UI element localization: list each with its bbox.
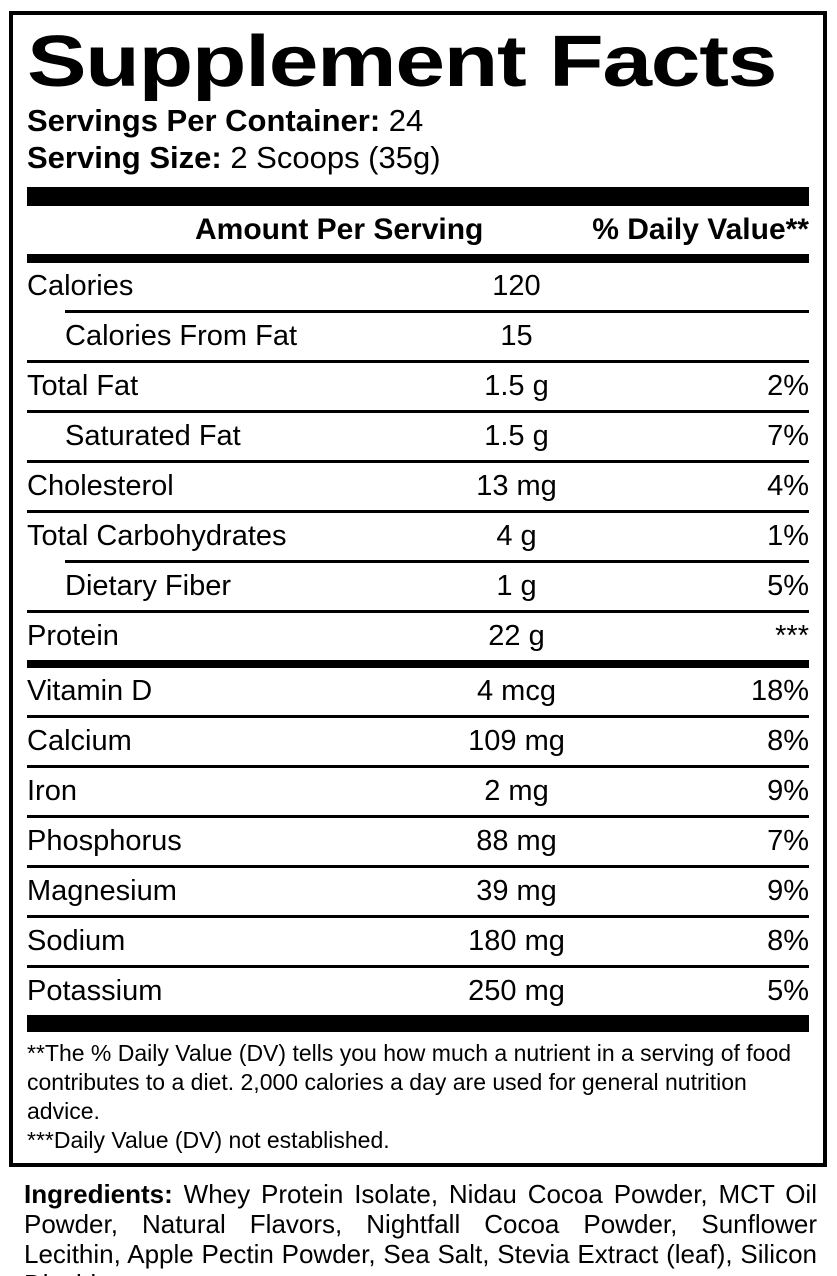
table-row: Protein 22 g ***: [27, 613, 809, 660]
row-separator: [27, 460, 809, 463]
nutrient-name: Saturated Fat: [65, 420, 241, 452]
row-separator: [65, 560, 809, 563]
footnotes: **The % Daily Value (DV) tells you how m…: [27, 1039, 809, 1155]
table-row: Phosphorus 88 mg 7%: [27, 818, 809, 865]
table-row: Total Fat 1.5 g 2%: [27, 363, 809, 410]
nutrient-name: Potassium: [27, 975, 163, 1007]
nutrient-name: Iron: [27, 775, 77, 807]
nutrient-dv: ***: [775, 620, 809, 652]
serving-size-value: 2 Scoops (35g): [230, 140, 441, 175]
nutrient-amount: 1.5 g: [484, 420, 549, 452]
table-row: Sodium 180 mg 8%: [27, 918, 809, 965]
nutrient-dv: 1%: [767, 520, 809, 552]
nutrient-amount: 15: [500, 320, 533, 352]
serving-size-line: Serving Size: 2 Scoops (35g): [27, 139, 809, 176]
servings-per-container-value: 24: [388, 103, 424, 138]
row-separator: [27, 965, 809, 968]
nutrient-name: Protein: [27, 620, 119, 652]
nutrient-dv: 2%: [767, 370, 809, 402]
nutrient-amount: 4 mcg: [477, 675, 556, 707]
row-separator: [27, 715, 809, 718]
nutrient-amount: 4 g: [496, 520, 537, 552]
supplement-facts-panel: Supplement Facts Servings Per Container:…: [9, 11, 827, 1167]
ingredients-text: Whey Protein Isolate, Nidau Cocoa Powder…: [24, 1179, 817, 1276]
nutrient-name: Calories: [27, 270, 134, 302]
panel-title-wrap: Supplement Facts: [27, 15, 809, 102]
nutrient-dv: 7%: [767, 420, 809, 452]
nutrient-name: Sodium: [27, 925, 126, 957]
table-row: Dietary Fiber 1 g 5%: [27, 563, 809, 610]
table-row: Saturated Fat 1.5 g 7%: [27, 413, 809, 460]
not-established-footnote: ***Daily Value (DV) not established.: [27, 1127, 390, 1153]
nutrient-amount: 13 mg: [476, 470, 557, 502]
table-row: Calories From Fat 15: [27, 313, 809, 360]
daily-value-footnote: **The % Daily Value (DV) tells you how m…: [27, 1040, 792, 1124]
table-row: Iron 2 mg 9%: [27, 768, 809, 815]
table-header-row: Amount Per Serving % Daily Value**: [27, 206, 809, 254]
row-separator: [27, 660, 809, 668]
table-row: Potassium 250 mg 5%: [27, 968, 809, 1015]
top-divider-bar: [27, 187, 809, 206]
nutrient-dv: 5%: [767, 975, 809, 1007]
nutrient-name: Cholesterol: [27, 470, 174, 502]
nutrient-amount: 88 mg: [476, 825, 557, 857]
row-separator: [27, 360, 809, 363]
nutrient-dv: 18%: [750, 675, 809, 707]
row-separator: [27, 765, 809, 768]
row-separator: [27, 610, 809, 613]
nutrient-dv: 9%: [767, 775, 809, 807]
row-separator: [65, 310, 809, 313]
row-separator: [27, 510, 809, 513]
nutrient-dv: 8%: [767, 925, 809, 957]
nutrient-amount: 2 mg: [484, 775, 549, 807]
table-row: Calcium 109 mg 8%: [27, 718, 809, 765]
servings-per-container-line: Servings Per Container: 24: [27, 102, 809, 139]
table-row: Calories 120: [27, 263, 809, 310]
nutrient-name: Dietary Fiber: [65, 570, 231, 602]
facts-table: Calories 120 Calories From Fat 15 Total …: [27, 263, 809, 1015]
amount-per-serving-header: Amount Per Serving: [195, 213, 484, 246]
ingredients-paragraph: Ingredients: Whey Protein Isolate, Nidau…: [24, 1179, 817, 1276]
table-row: Magnesium 39 mg 9%: [27, 868, 809, 915]
nutrient-amount: 39 mg: [476, 875, 557, 907]
panel-title: Supplement Facts: [27, 22, 777, 102]
row-separator: [27, 865, 809, 868]
nutrient-name: Magnesium: [27, 875, 177, 907]
nutrient-dv: 8%: [767, 725, 809, 757]
nutrient-amount: 109 mg: [468, 725, 565, 757]
table-row: Vitamin D 4 mcg 18%: [27, 668, 809, 715]
row-separator: [27, 915, 809, 918]
nutrient-amount: 250 mg: [468, 975, 565, 1007]
nutrient-amount: 120: [492, 270, 541, 302]
nutrient-amount: 1.5 g: [484, 370, 549, 402]
ingredients-label: Ingredients:: [24, 1179, 173, 1209]
nutrient-name: Calories From Fat: [65, 320, 298, 352]
table-row: Cholesterol 13 mg 4%: [27, 463, 809, 510]
row-separator: [27, 815, 809, 818]
serving-size-label: Serving Size:: [27, 140, 222, 175]
nutrient-dv: 9%: [767, 875, 809, 907]
table-row: Total Carbohydrates 4 g 1%: [27, 513, 809, 560]
nutrient-amount: 1 g: [496, 570, 537, 602]
servings-per-container-label: Servings Per Container:: [27, 103, 381, 138]
nutrient-amount: 180 mg: [468, 925, 565, 957]
nutrient-name: Total Carbohydrates: [27, 520, 287, 552]
nutrient-name: Vitamin D: [27, 675, 153, 707]
bottom-divider-bar: [27, 1015, 809, 1032]
daily-value-header: % Daily Value**: [592, 213, 809, 246]
header-divider-bar: [27, 254, 809, 263]
nutrient-name: Calcium: [27, 725, 132, 757]
nutrient-name: Total Fat: [27, 370, 139, 402]
nutrient-dv: 5%: [767, 570, 809, 602]
nutrient-dv: 4%: [767, 470, 809, 502]
ingredients-block: Ingredients: Whey Protein Isolate, Nidau…: [24, 1179, 817, 1276]
nutrient-dv: 7%: [767, 825, 809, 857]
row-separator: [27, 410, 809, 413]
nutrient-amount: 22 g: [488, 620, 545, 652]
nutrient-name: Phosphorus: [27, 825, 182, 857]
